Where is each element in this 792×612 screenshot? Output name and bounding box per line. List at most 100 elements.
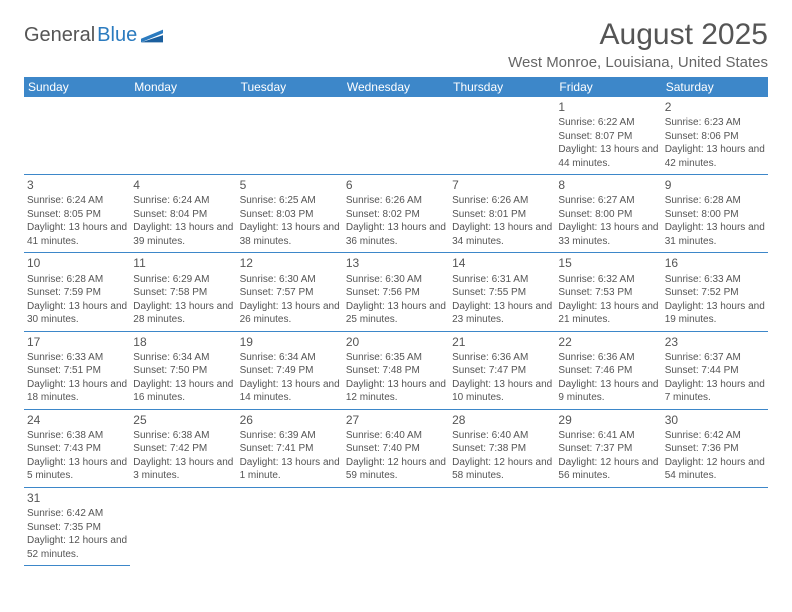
calendar-row: 17Sunrise: 6:33 AMSunset: 7:51 PMDayligh… (24, 331, 768, 409)
day-number: 15 (558, 255, 658, 271)
sunrise-line: Sunrise: 6:33 AM (665, 273, 765, 287)
sunrise-line: Sunrise: 6:38 AM (133, 429, 233, 443)
calendar-cell: 21Sunrise: 6:36 AMSunset: 7:47 PMDayligh… (449, 331, 555, 409)
calendar-cell-empty (237, 487, 343, 565)
calendar-cell: 27Sunrise: 6:40 AMSunset: 7:40 PMDayligh… (343, 409, 449, 487)
calendar-cell: 1Sunrise: 6:22 AMSunset: 8:07 PMDaylight… (555, 97, 661, 175)
calendar-head: SundayMondayTuesdayWednesdayThursdayFrid… (24, 77, 768, 97)
daylight-line: Daylight: 13 hours and 30 minutes. (27, 300, 127, 327)
calendar-cell: 20Sunrise: 6:35 AMSunset: 7:48 PMDayligh… (343, 331, 449, 409)
sunrise-line: Sunrise: 6:35 AM (346, 351, 446, 365)
day-number: 8 (558, 177, 658, 193)
sunrise-line: Sunrise: 6:30 AM (346, 273, 446, 287)
calendar-cell: 31Sunrise: 6:42 AMSunset: 7:35 PMDayligh… (24, 487, 130, 565)
calendar-cell: 17Sunrise: 6:33 AMSunset: 7:51 PMDayligh… (24, 331, 130, 409)
sunrise-line: Sunrise: 6:33 AM (27, 351, 127, 365)
calendar-cell-empty (449, 487, 555, 565)
day-number: 29 (558, 412, 658, 428)
sunset-line: Sunset: 7:57 PM (240, 286, 340, 300)
day-number: 11 (133, 255, 233, 271)
sunset-line: Sunset: 7:40 PM (346, 442, 446, 456)
header: GeneralBlue August 2025 West Monroe, Lou… (24, 18, 768, 71)
day-number: 30 (665, 412, 765, 428)
sunrise-line: Sunrise: 6:26 AM (452, 194, 552, 208)
sunrise-line: Sunrise: 6:31 AM (452, 273, 552, 287)
location: West Monroe, Louisiana, United States (508, 54, 768, 71)
calendar-cell: 7Sunrise: 6:26 AMSunset: 8:01 PMDaylight… (449, 175, 555, 253)
day-number: 6 (346, 177, 446, 193)
calendar-row: 3Sunrise: 6:24 AMSunset: 8:05 PMDaylight… (24, 175, 768, 253)
sunset-line: Sunset: 7:35 PM (27, 521, 127, 535)
day-number: 3 (27, 177, 127, 193)
sunset-line: Sunset: 7:47 PM (452, 364, 552, 378)
sunrise-line: Sunrise: 6:39 AM (240, 429, 340, 443)
daylight-line: Daylight: 13 hours and 38 minutes. (240, 221, 340, 248)
sunset-line: Sunset: 8:04 PM (133, 208, 233, 222)
daylight-line: Daylight: 13 hours and 3 minutes. (133, 456, 233, 483)
daylight-line: Daylight: 13 hours and 23 minutes. (452, 300, 552, 327)
daylight-line: Daylight: 13 hours and 39 minutes. (133, 221, 233, 248)
sunrise-line: Sunrise: 6:30 AM (240, 273, 340, 287)
daylight-line: Daylight: 13 hours and 19 minutes. (665, 300, 765, 327)
calendar-cell: 16Sunrise: 6:33 AMSunset: 7:52 PMDayligh… (662, 253, 768, 331)
sunset-line: Sunset: 7:48 PM (346, 364, 446, 378)
sunrise-line: Sunrise: 6:29 AM (133, 273, 233, 287)
sunset-line: Sunset: 7:44 PM (665, 364, 765, 378)
page: GeneralBlue August 2025 West Monroe, Lou… (0, 0, 792, 584)
day-number: 13 (346, 255, 446, 271)
daylight-line: Daylight: 12 hours and 52 minutes. (27, 534, 127, 561)
calendar-cell: 12Sunrise: 6:30 AMSunset: 7:57 PMDayligh… (237, 253, 343, 331)
daylight-line: Daylight: 13 hours and 21 minutes. (558, 300, 658, 327)
day-number: 14 (452, 255, 552, 271)
sunrise-line: Sunrise: 6:34 AM (240, 351, 340, 365)
calendar-cell: 26Sunrise: 6:39 AMSunset: 7:41 PMDayligh… (237, 409, 343, 487)
weekday-header: Saturday (662, 77, 768, 97)
sunset-line: Sunset: 7:37 PM (558, 442, 658, 456)
calendar-cell: 29Sunrise: 6:41 AMSunset: 7:37 PMDayligh… (555, 409, 661, 487)
weekday-header: Tuesday (237, 77, 343, 97)
calendar-cell: 9Sunrise: 6:28 AMSunset: 8:00 PMDaylight… (662, 175, 768, 253)
day-number: 18 (133, 334, 233, 350)
day-number: 24 (27, 412, 127, 428)
sunrise-line: Sunrise: 6:42 AM (665, 429, 765, 443)
day-number: 17 (27, 334, 127, 350)
calendar-cell-empty (237, 97, 343, 175)
daylight-line: Daylight: 13 hours and 42 minutes. (665, 143, 765, 170)
sunset-line: Sunset: 7:50 PM (133, 364, 233, 378)
sunrise-line: Sunrise: 6:32 AM (558, 273, 658, 287)
day-number: 12 (240, 255, 340, 271)
sunrise-line: Sunrise: 6:36 AM (452, 351, 552, 365)
daylight-line: Daylight: 13 hours and 28 minutes. (133, 300, 233, 327)
weekday-header: Wednesday (343, 77, 449, 97)
day-number: 5 (240, 177, 340, 193)
calendar-row: 1Sunrise: 6:22 AMSunset: 8:07 PMDaylight… (24, 97, 768, 175)
weekday-header: Friday (555, 77, 661, 97)
sunset-line: Sunset: 7:58 PM (133, 286, 233, 300)
daylight-line: Daylight: 13 hours and 9 minutes. (558, 378, 658, 405)
sunset-line: Sunset: 7:53 PM (558, 286, 658, 300)
day-number: 23 (665, 334, 765, 350)
calendar-cell: 11 Sunrise: 6:29 AMSunset: 7:58 PMDayligh… (130, 253, 236, 331)
calendar-cell: 25Sunrise: 6:38 AMSunset: 7:42 PMDayligh… (130, 409, 236, 487)
sunset-line: Sunset: 7:42 PM (133, 442, 233, 456)
calendar-row: 10Sunrise: 6:28 AMSunset: 7:59 PMDayligh… (24, 253, 768, 331)
day-number: 7 (452, 177, 552, 193)
sunset-line: Sunset: 7:56 PM (346, 286, 446, 300)
sunrise-line: Sunrise: 6:41 AM (558, 429, 658, 443)
sunrise-line: Sunrise: 6:25 AM (240, 194, 340, 208)
sunrise-line: Sunrise: 6:24 AM (27, 194, 127, 208)
daylight-line: Daylight: 12 hours and 58 minutes. (452, 456, 552, 483)
daylight-line: Daylight: 12 hours and 54 minutes. (665, 456, 765, 483)
calendar-cell: 10Sunrise: 6:28 AMSunset: 7:59 PMDayligh… (24, 253, 130, 331)
sunset-line: Sunset: 8:07 PM (558, 130, 658, 144)
weekday-header: Thursday (449, 77, 555, 97)
calendar-cell: 22Sunrise: 6:36 AMSunset: 7:46 PMDayligh… (555, 331, 661, 409)
calendar-cell: 8Sunrise: 6:27 AMSunset: 8:00 PMDaylight… (555, 175, 661, 253)
sunrise-line: Sunrise: 6:40 AM (346, 429, 446, 443)
daylight-line: Daylight: 13 hours and 12 minutes. (346, 378, 446, 405)
daylight-line: Daylight: 13 hours and 5 minutes. (27, 456, 127, 483)
daylight-line: Daylight: 13 hours and 25 minutes. (346, 300, 446, 327)
calendar-cell: 28Sunrise: 6:40 AMSunset: 7:38 PMDayligh… (449, 409, 555, 487)
daylight-line: Daylight: 13 hours and 16 minutes. (133, 378, 233, 405)
calendar-cell: 14Sunrise: 6:31 AMSunset: 7:55 PMDayligh… (449, 253, 555, 331)
